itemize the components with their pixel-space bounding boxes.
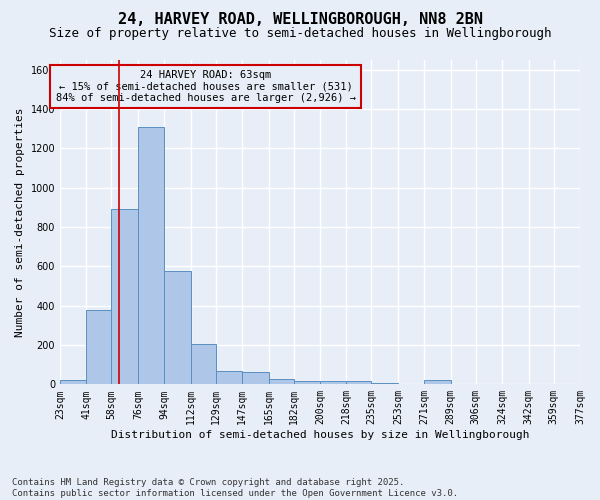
Bar	[164, 272, 191, 384]
Bar	[269, 380, 293, 384]
Bar	[293, 382, 320, 384]
Bar	[112, 210, 138, 384]
Bar	[242, 372, 269, 384]
Bar	[216, 370, 242, 384]
Bar	[60, 380, 86, 384]
Bar	[138, 127, 164, 384]
Bar	[86, 310, 112, 384]
Text: Contains HM Land Registry data © Crown copyright and database right 2025.
Contai: Contains HM Land Registry data © Crown c…	[12, 478, 458, 498]
Y-axis label: Number of semi-detached properties: Number of semi-detached properties	[15, 108, 25, 337]
Bar	[346, 382, 371, 384]
Text: 24, HARVEY ROAD, WELLINGBOROUGH, NN8 2BN: 24, HARVEY ROAD, WELLINGBOROUGH, NN8 2BN	[118, 12, 482, 28]
X-axis label: Distribution of semi-detached houses by size in Wellingborough: Distribution of semi-detached houses by …	[111, 430, 529, 440]
Bar	[424, 380, 451, 384]
Text: 24 HARVEY ROAD: 63sqm
← 15% of semi-detached houses are smaller (531)
84% of sem: 24 HARVEY ROAD: 63sqm ← 15% of semi-deta…	[56, 70, 356, 103]
Bar	[320, 382, 346, 384]
Bar	[191, 344, 216, 385]
Text: Size of property relative to semi-detached houses in Wellingborough: Size of property relative to semi-detach…	[49, 28, 551, 40]
